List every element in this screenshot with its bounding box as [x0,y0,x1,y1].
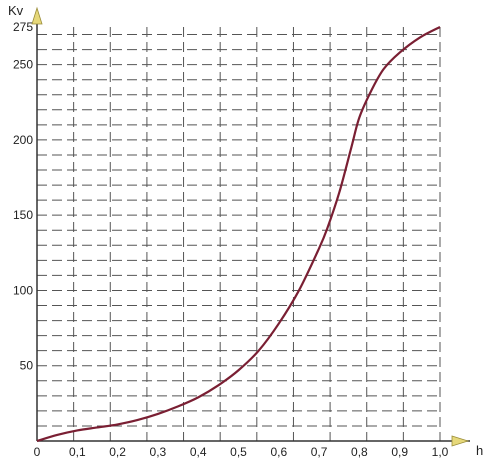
y-tick-label: 250 [13,58,33,72]
axes [31,6,470,447]
x-tick-label: 0 [34,445,41,459]
x-tick-labels: 0 0,1 0,2 0,3 0,4 0,5 0,6 0,7 0,8 0,9 1,0 [34,445,449,459]
series [36,26,441,443]
y-tick-label: 150 [13,208,33,222]
x-tick-label: 0,1 [69,445,86,459]
y-axis-arrow-icon [31,6,43,25]
y-axis-label: Kv [8,3,24,18]
x-tick-label: 1,0 [432,445,449,459]
x-axis-label: h [476,443,483,458]
x-tick-label: 0,9 [391,445,408,459]
x-tick-label: 0,4 [190,445,207,459]
y-tick-label: 275 [13,20,33,34]
x-tick-label: 0,6 [270,445,287,459]
grid-lines [37,27,441,441]
x-tick-label: 0,7 [311,445,328,459]
series-line [36,26,441,443]
y-tick-label: 50 [20,359,34,373]
y-tick-labels: 50 100 150 200 250 275 [13,20,33,373]
y-tick-label: 100 [13,283,33,297]
x-axis-arrow-icon [451,435,470,447]
x-tick-label: 0,8 [351,445,368,459]
x-tick-label: 0,5 [230,445,247,459]
y-tick-label: 200 [13,133,33,147]
x-tick-label: 0,2 [109,445,126,459]
x-tick-label: 0,3 [150,445,167,459]
